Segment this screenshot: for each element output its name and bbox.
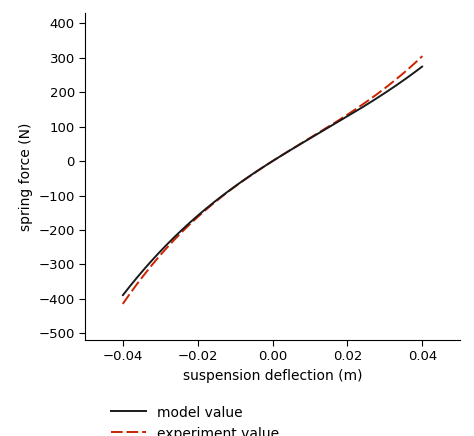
Legend: model value, experiment value: model value, experiment value [111, 406, 279, 436]
X-axis label: suspension deflection (m): suspension deflection (m) [183, 369, 362, 383]
Y-axis label: spring force (N): spring force (N) [19, 123, 33, 231]
